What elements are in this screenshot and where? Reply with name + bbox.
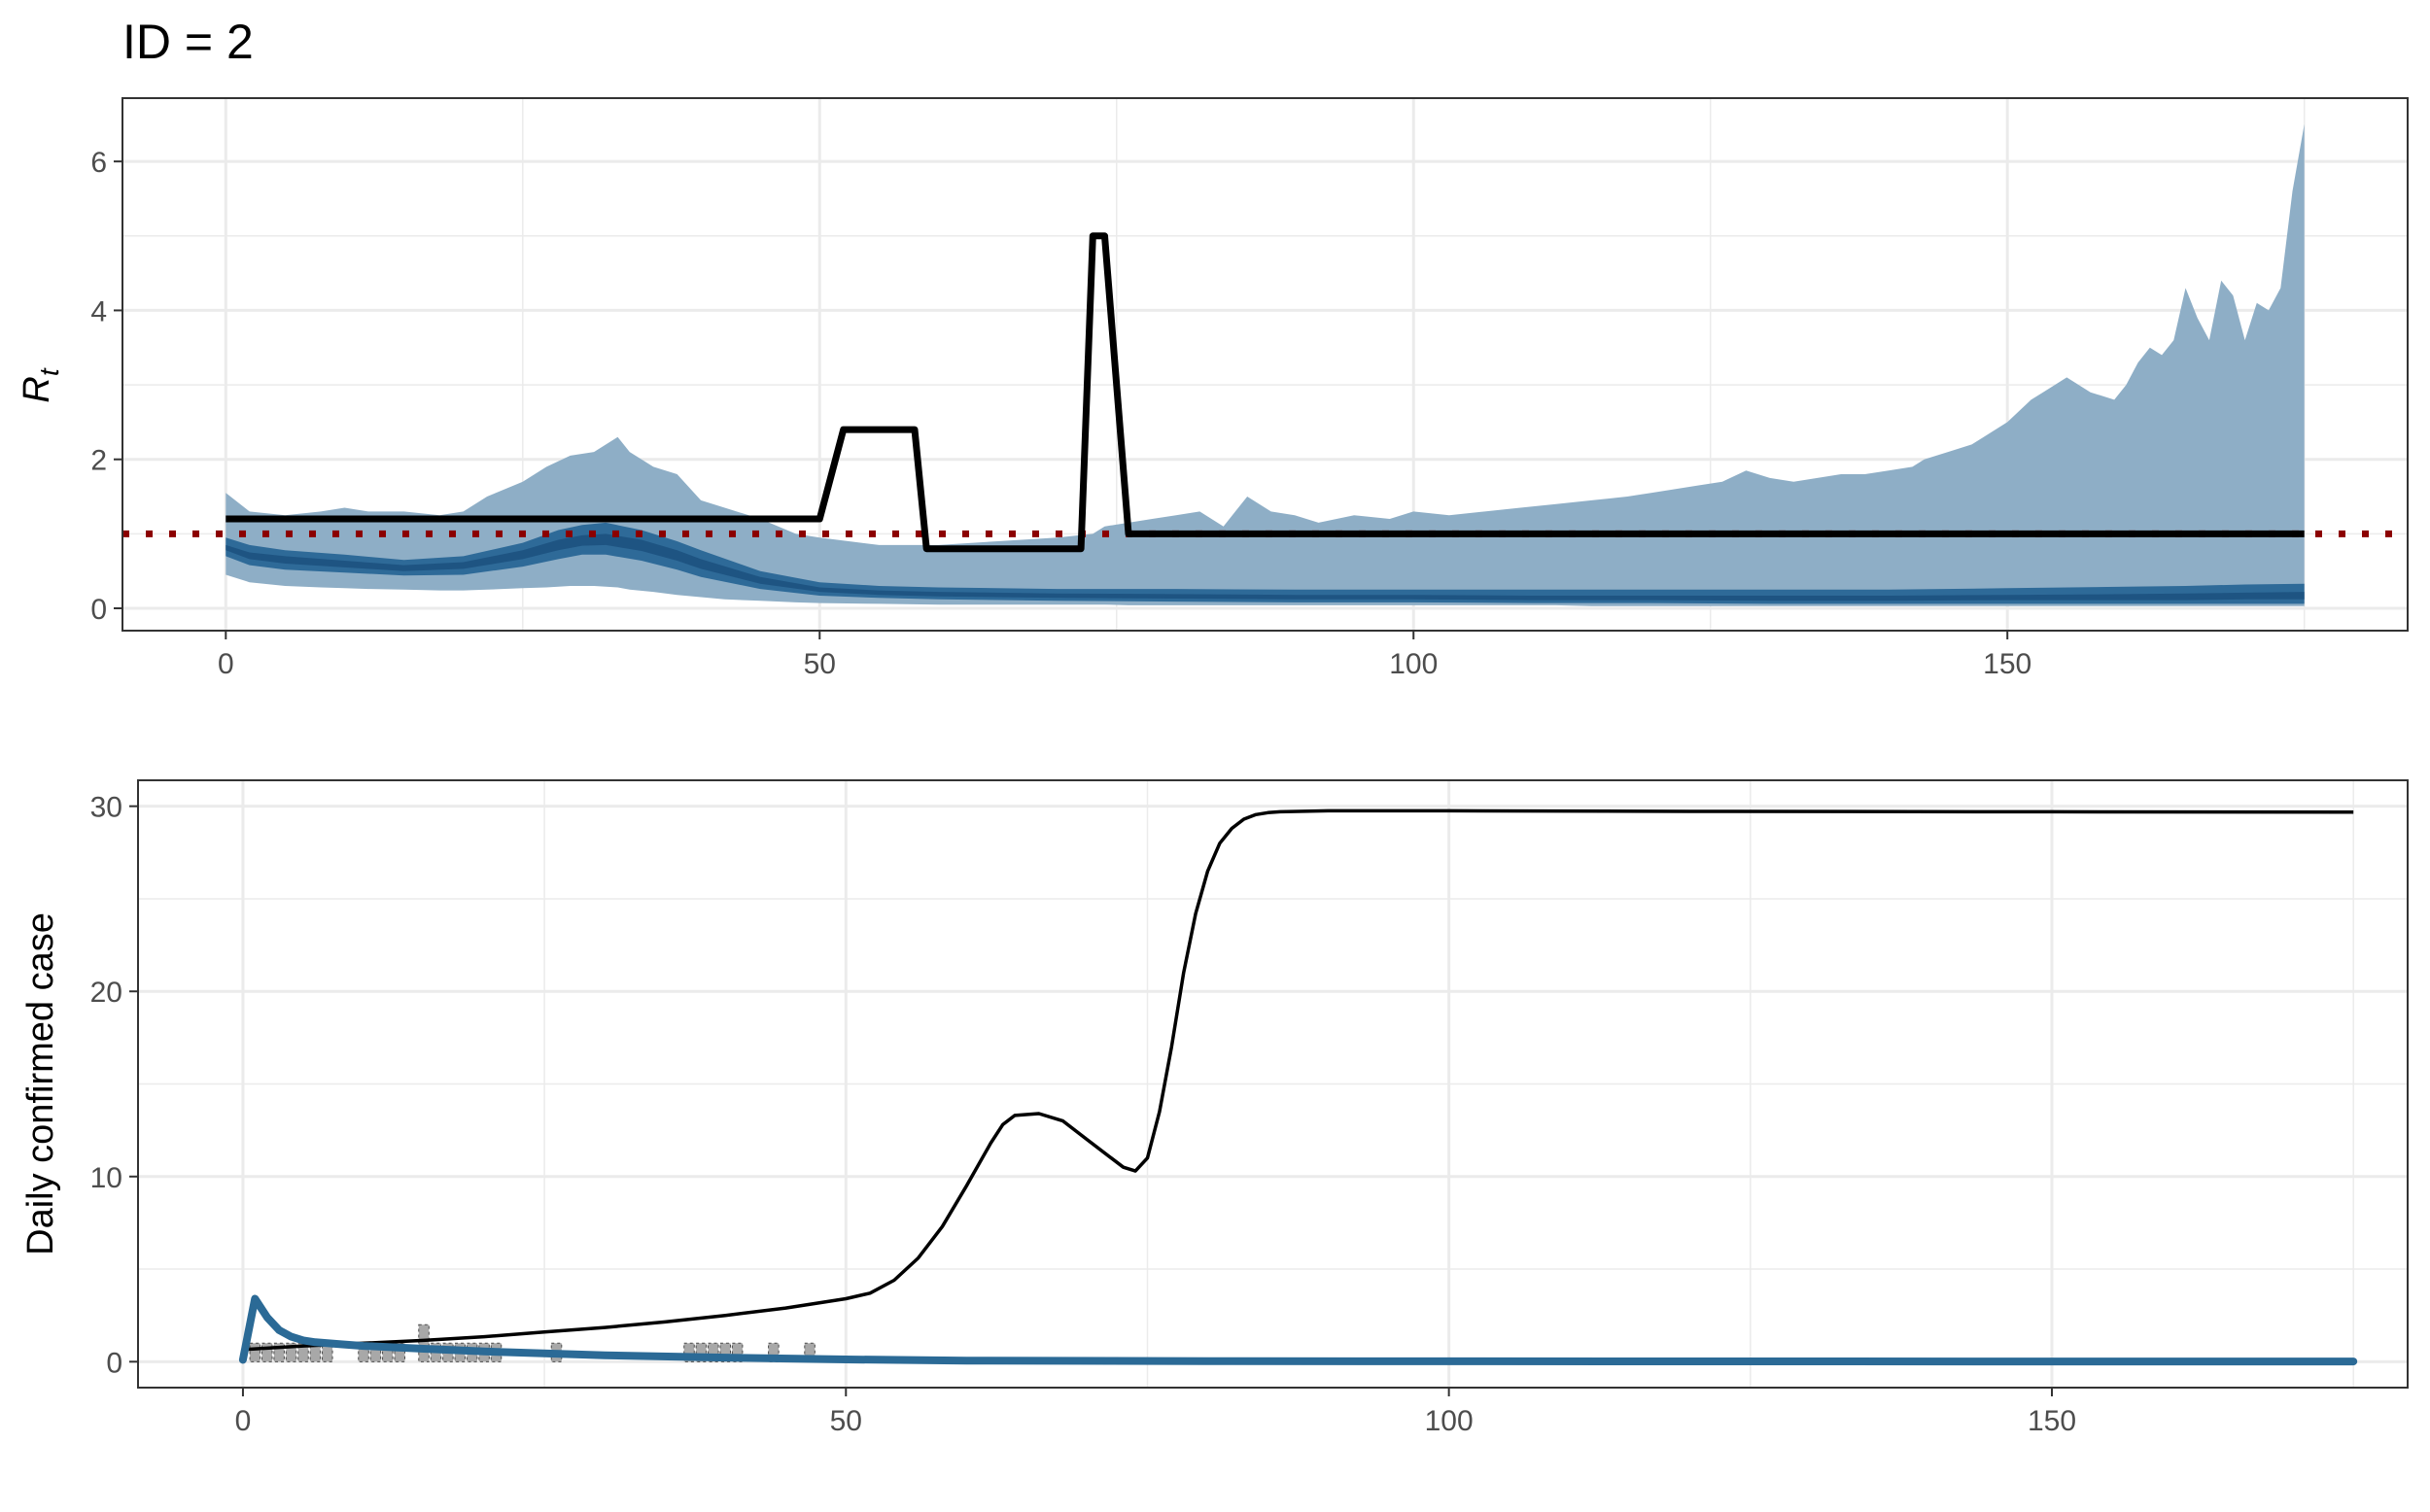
rt-y-axis-label-subscript: t (34, 367, 64, 376)
cases-x-tick-label: 150 (2028, 1405, 2076, 1437)
rt-y-tick-label: 0 (90, 594, 107, 626)
cases-observed-bar (369, 1342, 382, 1362)
rt-y-tick-label: 2 (90, 445, 107, 477)
cases-observed-bar (297, 1342, 309, 1362)
rt-x-tick-label: 0 (218, 648, 234, 680)
cases-observed-bar (418, 1323, 430, 1362)
rt-x-tick-label: 150 (1983, 648, 2031, 680)
cases-observed-bar (719, 1342, 731, 1362)
rt-x-tick-label: 100 (1389, 648, 1438, 680)
rt-credible-band-outer (226, 123, 2305, 606)
rt-y-tick-label: 6 (90, 147, 107, 179)
cases-expected-line (242, 808, 2354, 1352)
cases-observed-bar (695, 1342, 708, 1362)
cases-estimated-line (238, 1294, 2358, 1366)
cases-x-tick-label: 100 (1425, 1405, 1474, 1437)
cases-observed-bar (708, 1342, 719, 1362)
rt-y-axis-label: Rt (17, 367, 64, 402)
rt-panel-border (122, 97, 2409, 632)
cases-observed-bar (273, 1342, 285, 1362)
cases-observed-bar (358, 1342, 369, 1362)
cases-y-tick-label: 10 (90, 1162, 122, 1194)
cases-panel-border (137, 779, 2409, 1389)
cases-chart: 0 50 100 150 0 10 20 30 Daily confirmed case (20, 779, 2409, 1437)
cases-observed-bar (309, 1342, 322, 1362)
cases-observed-bar (683, 1342, 695, 1362)
cases-observed-bar (249, 1342, 261, 1362)
cases-observed-bar (731, 1342, 744, 1362)
rt-x-tick-label: 50 (804, 648, 836, 680)
cases-observed-bar (804, 1342, 816, 1362)
rt-credible-band-mid (226, 522, 2305, 604)
cases-y-tick-label: 30 (90, 792, 122, 824)
cases-observed-bar (394, 1342, 406, 1362)
cases-y-axis-label: Daily confirmed case (20, 912, 61, 1255)
rt-y-axis-label-main: R (17, 376, 57, 402)
cases-observed-bar (768, 1342, 780, 1362)
cases-observed-bar (260, 1342, 273, 1362)
cases-x-tick-label: 50 (830, 1405, 862, 1437)
rt-y-tick-label: 4 (90, 295, 107, 327)
cases-observed-bar (285, 1342, 297, 1362)
figure-title: ID = 2 (122, 15, 254, 69)
cases-y-tick-label: 20 (90, 977, 122, 1009)
cases-observed-bar (382, 1342, 394, 1362)
cases-x-tick-label: 0 (235, 1405, 252, 1437)
rt-true-line (226, 232, 2305, 553)
cases-y-tick-label: 0 (106, 1347, 122, 1379)
cases-observed-bar (322, 1342, 333, 1362)
rt-chart: 0 50 100 150 0 2 4 6 Rt (17, 97, 2409, 680)
